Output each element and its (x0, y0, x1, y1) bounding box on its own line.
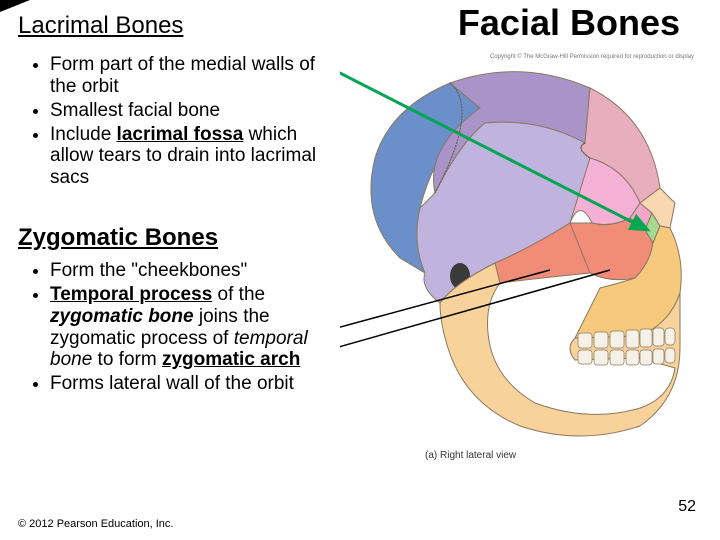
copyright-text: © 2012 Pearson Education, Inc. (18, 518, 173, 530)
figure-caption: (a) Right lateral view (425, 450, 516, 461)
list-item: Temporal process of the zygomatic bone j… (50, 284, 340, 371)
text: Forms lateral wall of the orbit (50, 373, 294, 394)
list-item: Forms lateral wall of the orbit (50, 373, 340, 395)
heading-zygomatic: Zygomatic Bones (18, 224, 218, 252)
heading-lacrimal: Lacrimal Bones (18, 12, 183, 40)
list-item: Form part of the medial walls of the orb… (50, 54, 330, 98)
text: Form part of the medial walls of the orb… (50, 54, 315, 97)
text: Form the "cheekbones" (50, 260, 247, 281)
corner-accent (0, 0, 30, 12)
zygomatic-list: Form the "cheekbones" Temporal process o… (30, 260, 340, 397)
lacrimal-list: Form part of the medial walls of the orb… (30, 54, 330, 191)
term-zygomatic-arch: zygomatic arch (162, 349, 300, 370)
list-item: Smallest facial bone (50, 100, 330, 122)
figure-small-copyright: Copyright © The McGraw-Hill Permission r… (490, 54, 694, 60)
page-number: 52 (678, 498, 696, 516)
skull-svg (340, 48, 720, 468)
term-zygomatic-bone: zygomatic bone (50, 306, 194, 327)
text: Include (50, 124, 117, 145)
skull-figure (340, 48, 720, 468)
list-item: Include lacrimal fossa which allow tears… (50, 124, 330, 190)
text: to form (92, 349, 162, 370)
term-temporal-process: Temporal process (50, 284, 212, 305)
list-item: Form the "cheekbones" (50, 260, 340, 282)
text: Smallest facial bone (50, 100, 220, 121)
page-title: Facial Bones (458, 2, 680, 44)
term-lacrimal-fossa: lacrimal fossa (117, 124, 244, 145)
text: of the (212, 284, 265, 305)
